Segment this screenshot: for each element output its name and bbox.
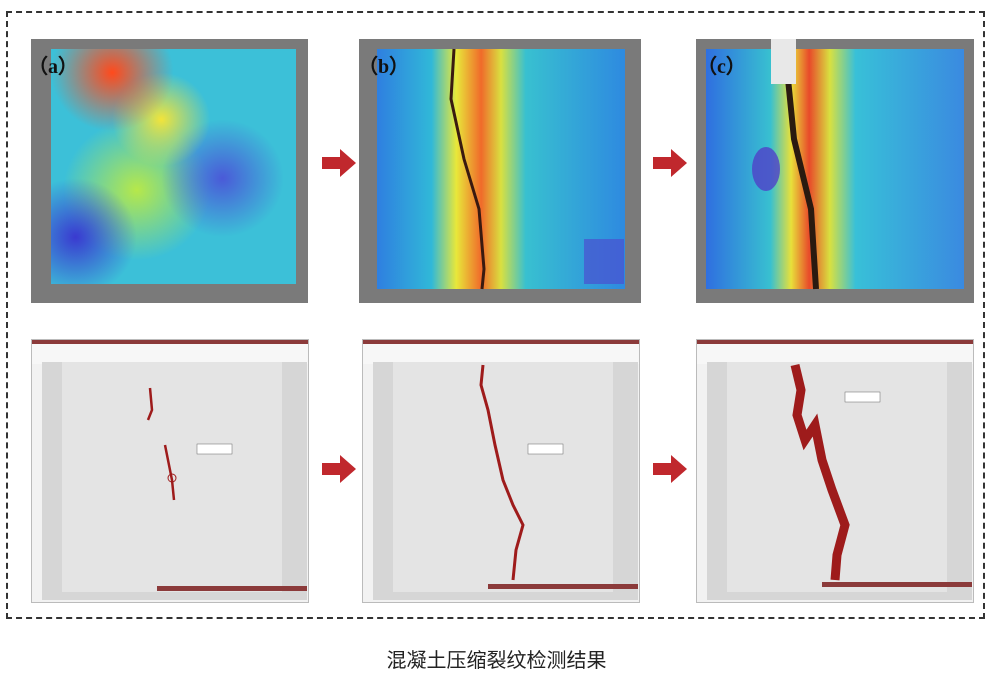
arrow-right-icon: [322, 149, 356, 177]
window-title-bar: [363, 340, 639, 344]
arrow-right-icon: [653, 455, 687, 483]
heatmap-panel-c: [696, 39, 974, 303]
panel-a-label: （a）: [28, 56, 78, 78]
heatmap-panel-b: [359, 39, 641, 303]
arrow-right-icon: [322, 455, 356, 483]
figure-caption: 混凝土压缩裂纹检测结果: [386, 648, 607, 672]
arrow-right-icon: [653, 149, 687, 177]
window-title-bar: [697, 340, 973, 344]
heatmap-panel-a: [31, 39, 308, 303]
crack-image-a: [32, 344, 308, 600]
crack-image-c: [697, 344, 973, 600]
panel-b-label: （b）: [358, 56, 410, 78]
crack-detection-window-a: [31, 339, 309, 603]
heatmap-b-image: [359, 39, 641, 303]
crack-image-b: [363, 344, 639, 600]
window-title-bar: [32, 340, 308, 344]
heatmap-c-image: [696, 39, 974, 303]
panel-c-label: （c）: [697, 56, 746, 78]
heatmap-a-image: [31, 39, 308, 303]
crack-detection-window-b: [362, 339, 640, 603]
dashed-frame: [6, 11, 985, 619]
crack-detection-window-c: [696, 339, 974, 603]
